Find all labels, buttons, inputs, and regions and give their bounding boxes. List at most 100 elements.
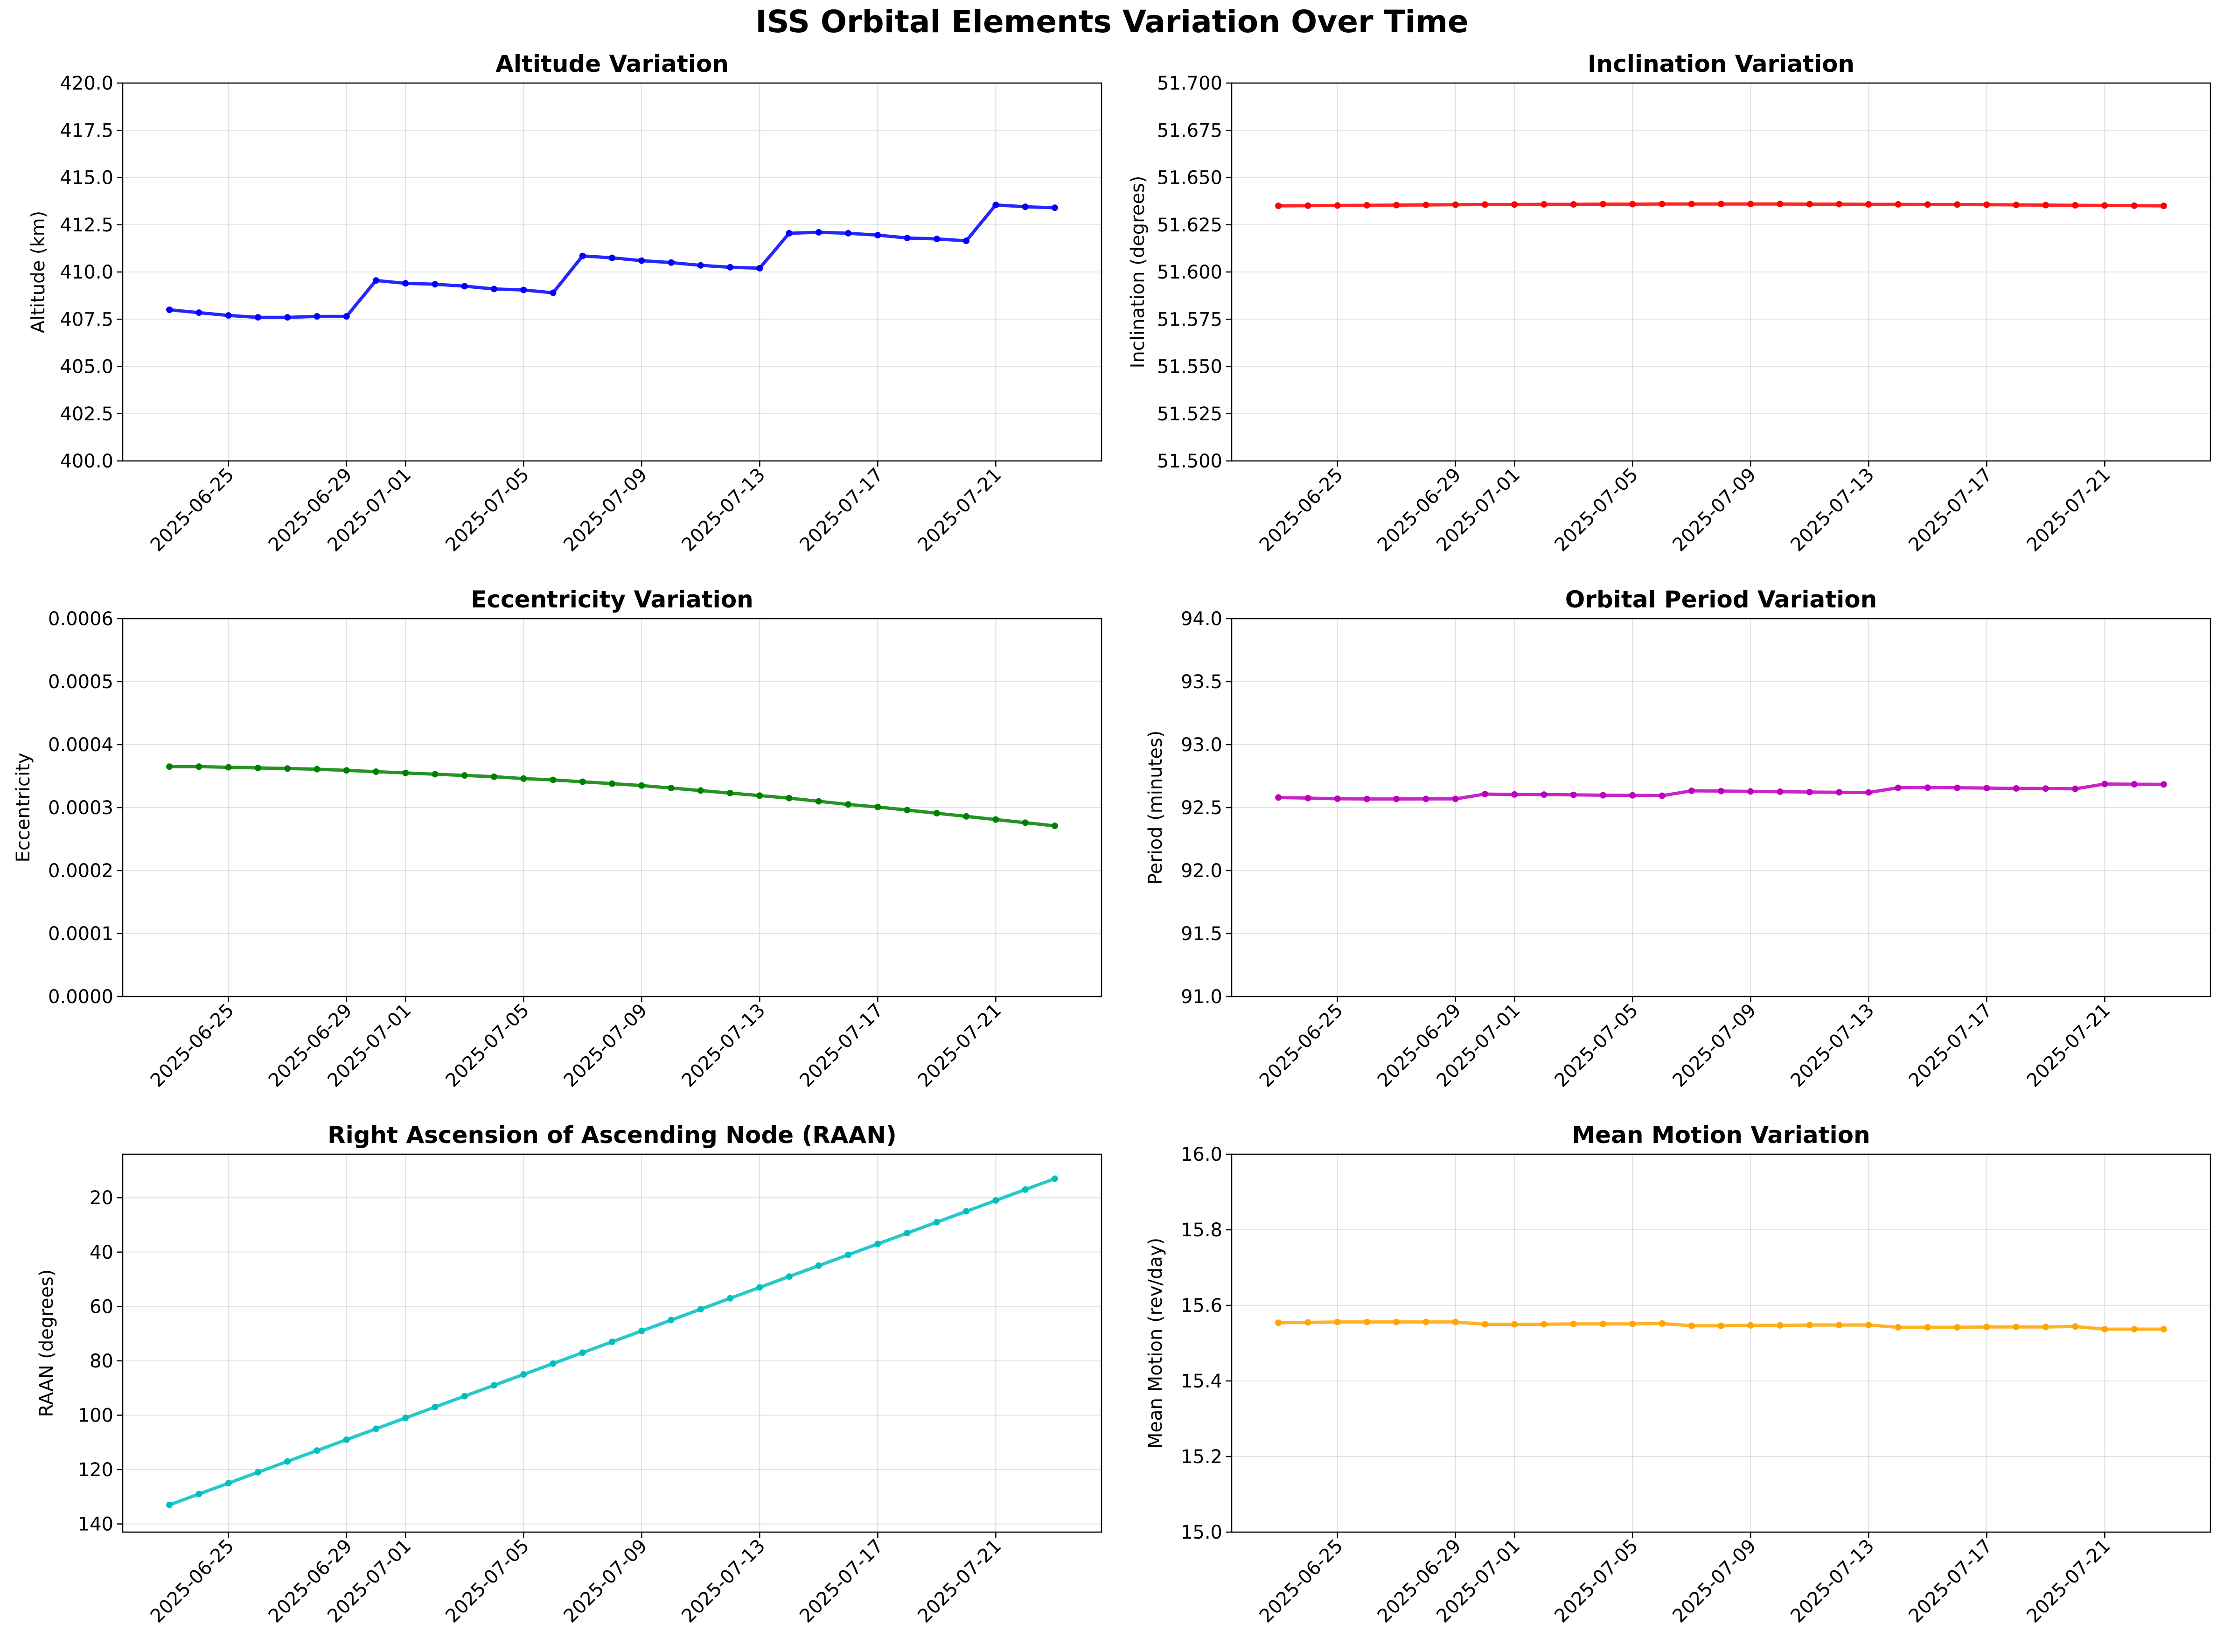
panel-title: Orbital Period Variation — [1565, 586, 1877, 613]
y-tick-label: 51.700 — [1157, 73, 1222, 94]
data-point — [1452, 201, 1459, 208]
data-point — [195, 309, 202, 316]
data-point — [1304, 202, 1311, 209]
data-point — [904, 807, 911, 814]
data-point — [1777, 788, 1784, 795]
y-tick-label: 400.0 — [60, 451, 113, 472]
data-point — [550, 289, 557, 296]
data-point — [1629, 792, 1636, 799]
data-point — [1806, 201, 1813, 208]
data-point — [786, 230, 793, 237]
data-point — [432, 1403, 439, 1410]
data-point — [1511, 791, 1518, 798]
data-point — [343, 313, 350, 320]
data-point — [1865, 789, 1872, 796]
data-point — [1022, 203, 1029, 210]
data-point — [1051, 823, 1058, 829]
data-point — [992, 202, 999, 209]
y-tick-label: 93.0 — [1181, 734, 1222, 756]
x-tick-label: 2025-06-25 — [146, 1535, 238, 1627]
y-tick-label: 15.4 — [1181, 1371, 1222, 1392]
data-point — [225, 312, 232, 319]
figure-title: ISS Orbital Elements Variation Over Time — [755, 4, 1469, 40]
data-point — [2101, 781, 2108, 788]
data-point — [372, 768, 379, 775]
data-point — [609, 780, 615, 787]
data-point — [1022, 819, 1029, 826]
data-point — [1051, 1175, 1058, 1182]
data-point — [1865, 201, 1872, 208]
y-tick-label: 92.5 — [1181, 797, 1222, 819]
x-tick-label: 2025-07-13 — [677, 464, 769, 556]
x-tick-label: 2025-07-13 — [677, 1000, 769, 1092]
y-tick-label: 51.550 — [1157, 356, 1222, 378]
x-tick-label: 2025-07-21 — [913, 1535, 1005, 1627]
data-point — [225, 1480, 232, 1487]
data-point — [815, 1262, 822, 1269]
data-point — [933, 1219, 940, 1226]
x-tick-label: 2025-07-21 — [2022, 1535, 2114, 1627]
x-tick-label: 2025-07-05 — [441, 464, 533, 556]
x-tick-label: 2025-06-25 — [146, 464, 238, 556]
data-point — [1051, 204, 1058, 211]
data-point — [1747, 1322, 1754, 1329]
data-point — [254, 1469, 261, 1476]
x-tick-label: 2025-07-21 — [2022, 1000, 2114, 1092]
data-point — [1599, 1320, 1606, 1327]
y-tick-label: 100 — [78, 1405, 113, 1426]
plot-frame — [122, 1153, 1102, 1533]
data-point — [1541, 201, 1548, 208]
x-tick-label: 2025-06-25 — [1255, 1535, 1347, 1627]
y-tick-label: 412.5 — [60, 215, 113, 236]
data-point — [195, 763, 202, 770]
data-point — [1334, 795, 1341, 802]
data-point — [1688, 1322, 1695, 1329]
data-point — [1983, 1324, 1990, 1331]
y-tick-label: 0.0005 — [48, 671, 113, 693]
y-axis-label: Eccentricity — [13, 753, 34, 863]
data-point — [756, 792, 763, 799]
x-tick-label: 2025-07-09 — [559, 464, 651, 556]
y-tick-label: 91.0 — [1181, 986, 1222, 1008]
y-tick-label: 407.5 — [60, 309, 113, 330]
x-tick-label: 2025-07-05 — [1550, 464, 1642, 556]
data-point — [1334, 1318, 1341, 1325]
data-point — [697, 1306, 704, 1313]
x-tick-label: 2025-06-25 — [1255, 1000, 1347, 1092]
data-point — [1541, 791, 1548, 798]
data-point — [668, 259, 675, 266]
x-tick-label: 2025-06-25 — [1255, 464, 1347, 556]
y-tick-label: 415.0 — [60, 167, 113, 189]
data-point — [461, 283, 468, 290]
chart-panel-3: Eccentricity Variation 0.0000 0.0001 0.0002… — [13, 586, 1102, 1091]
y-tick-label: 20 — [90, 1187, 113, 1209]
data-point — [2042, 785, 2049, 792]
y-tick-label: 15.2 — [1181, 1446, 1222, 1468]
x-tick-label: 2025-07-17 — [1904, 1535, 1996, 1627]
data-point — [1422, 1318, 1429, 1325]
data-point — [1836, 1322, 1843, 1329]
data-point — [1836, 789, 1843, 796]
data-point — [166, 1501, 173, 1508]
data-point — [550, 1360, 557, 1367]
y-tick-label: 140 — [78, 1514, 113, 1535]
data-point — [195, 1491, 202, 1498]
panel-title: Altitude Variation — [495, 50, 729, 77]
data-point — [1304, 1319, 1311, 1326]
data-point — [904, 235, 911, 242]
data-point — [933, 236, 940, 243]
data-point — [668, 785, 675, 792]
chart-panel-2: Inclination Variation 51.500 51.525 51.550 5… — [1127, 50, 2211, 556]
series-line — [169, 203, 1055, 319]
y-tick-label: 51.575 — [1157, 309, 1222, 330]
data-point — [668, 1317, 675, 1324]
data-point — [1954, 201, 1961, 208]
data-point — [1599, 201, 1606, 208]
data-point — [1806, 1322, 1813, 1329]
data-point — [579, 778, 586, 785]
data-point — [1570, 791, 1577, 798]
data-point — [2072, 1323, 2079, 1330]
y-tick-label: 40 — [90, 1242, 113, 1263]
panel-title: Inclination Variation — [1588, 50, 1854, 77]
data-point — [2160, 781, 2167, 788]
